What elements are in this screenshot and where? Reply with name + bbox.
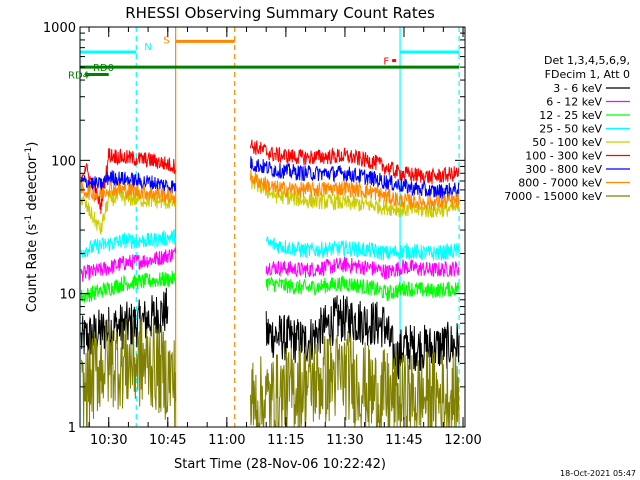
x-tick-label: 11:00 — [208, 433, 245, 448]
series-line-1 — [80, 247, 460, 282]
annotation-label-rd0: RD0 — [93, 63, 114, 74]
x-tick-label: 11:15 — [267, 433, 304, 448]
legend-label: 7000 - 15000 keV — [504, 190, 602, 203]
y-axis-label-end: ) — [25, 142, 40, 147]
annotation-label-n: N — [144, 42, 151, 53]
legend-header: FDecim 1, Att 0 — [545, 68, 630, 81]
y-tick-label: 1000 — [43, 21, 76, 36]
series-line-3 — [80, 228, 460, 261]
y-tick-label: 1 — [68, 421, 76, 436]
y-axis-label-sup2: -1 — [24, 147, 34, 156]
y-axis-label: Count Rate (s-1 detector-1) — [24, 142, 40, 313]
y-tick-label: 100 — [51, 154, 76, 169]
y-tick-label: 10 — [59, 288, 76, 303]
x-tick-label: 10:30 — [90, 433, 127, 448]
x-tick-label: 11:30 — [326, 433, 363, 448]
legend-label: 50 - 100 keV — [532, 136, 602, 149]
y-axis-label-mid: detector — [25, 155, 40, 215]
footer-timestamp: 18-Oct-2021 05:47 — [560, 469, 636, 478]
y-axis-label-sup1: -1 — [24, 215, 34, 224]
annotation-label-rd4: RD4 — [68, 71, 89, 82]
series-line-6 — [80, 156, 460, 200]
annotation-label-f: F — [383, 57, 389, 68]
series-line-7 — [80, 169, 460, 212]
legend-label: 300 - 800 keV — [525, 163, 602, 176]
legend-label: 12 - 25 keV — [539, 109, 602, 122]
legend-label: 3 - 6 keV — [553, 82, 602, 95]
x-tick-label: 10:45 — [149, 433, 186, 448]
chart-title: RHESSI Observing Summary Count Rates — [125, 4, 435, 22]
legend-label: 800 - 7000 keV — [518, 177, 602, 190]
axes: 1 10 100 1000 10:30 10:45 11:00 11:15 11:30 11:45… — [43, 21, 482, 448]
x-tick-label: 12:00 — [444, 433, 481, 448]
legend: Det 1,3,4,5,6,9,FDecim 1, Att 03 - 6 keV… — [504, 54, 630, 203]
series-line-0 — [80, 287, 460, 380]
legend-header: Det 1,3,4,5,6,9, — [544, 54, 630, 67]
legend-label: 25 - 50 keV — [539, 123, 602, 136]
annotation-label-s: S — [163, 35, 169, 46]
legend-label: 6 - 12 keV — [546, 96, 602, 109]
y-axis-label-main: Count Rate (s — [25, 224, 40, 313]
series-line-2 — [80, 270, 460, 304]
plot-frame — [79, 26, 466, 428]
x-tick-label: 11:45 — [385, 433, 422, 448]
series-line-8 — [80, 316, 460, 427]
plot-content — [80, 27, 460, 427]
legend-label: 100 - 300 keV — [525, 150, 602, 163]
x-axis-label: Start Time (28-Nov-06 10:22:42) — [174, 457, 386, 472]
